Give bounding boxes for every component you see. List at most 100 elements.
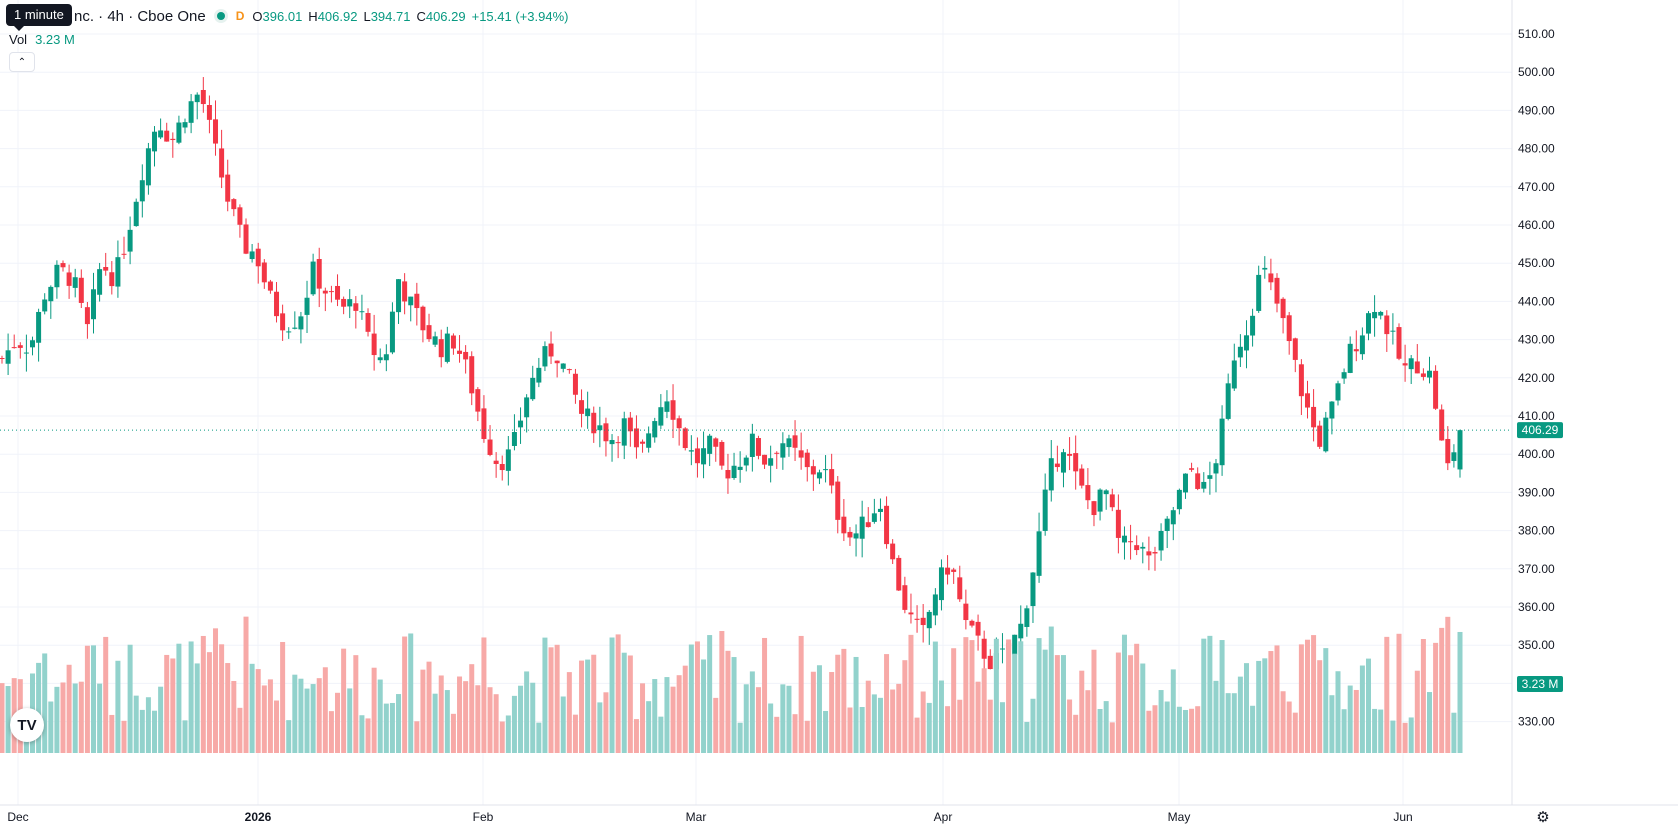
candle-down bbox=[493, 460, 499, 464]
volume-bar bbox=[84, 645, 90, 753]
candle-down bbox=[1396, 327, 1402, 359]
volume-bar bbox=[859, 707, 865, 753]
candle-down bbox=[66, 272, 72, 286]
tradingview-logo-icon[interactable]: TV bbox=[10, 708, 44, 742]
candle-up bbox=[1213, 463, 1219, 474]
volume-bar bbox=[1292, 712, 1298, 753]
candle-down bbox=[11, 347, 17, 349]
volume-bar bbox=[1286, 701, 1292, 753]
volume-bar bbox=[566, 672, 572, 753]
volume-bar bbox=[328, 711, 334, 753]
candle-up bbox=[1158, 530, 1164, 551]
volume-bar bbox=[1079, 670, 1085, 753]
market-status-icon[interactable] bbox=[213, 9, 228, 23]
candle-up bbox=[658, 407, 664, 426]
volume-bar bbox=[243, 616, 249, 753]
candle-up bbox=[530, 377, 536, 400]
candle-up bbox=[389, 311, 395, 353]
candle-down bbox=[341, 298, 347, 307]
candle-up bbox=[298, 316, 304, 330]
volume-bar bbox=[932, 641, 938, 753]
volume-bar bbox=[1243, 663, 1249, 753]
volume-bar bbox=[1347, 685, 1353, 753]
candle-up bbox=[621, 418, 627, 446]
volume-bar bbox=[42, 653, 48, 753]
candle-up bbox=[54, 264, 60, 288]
price-tick-label: 330.00 bbox=[1518, 715, 1555, 729]
candle-up bbox=[1018, 623, 1024, 639]
candle-down bbox=[1109, 494, 1115, 508]
candle-down bbox=[1311, 406, 1317, 428]
volume-bar bbox=[408, 633, 414, 753]
volume-bar bbox=[1067, 699, 1073, 753]
price-tick-label: 380.00 bbox=[1518, 524, 1555, 538]
candle-up bbox=[1060, 452, 1066, 473]
volume-bar bbox=[493, 694, 499, 753]
volume-bar bbox=[1457, 631, 1463, 753]
volume-bar bbox=[1426, 692, 1432, 753]
volume-bar bbox=[48, 701, 54, 753]
volume-bar bbox=[591, 654, 597, 753]
price-tick-label: 490.00 bbox=[1518, 103, 1555, 117]
volume-bar bbox=[487, 687, 493, 753]
volume-bar bbox=[213, 628, 219, 753]
candle-down bbox=[1091, 501, 1097, 516]
volume-bar bbox=[670, 686, 676, 753]
volume-bar bbox=[1298, 644, 1304, 753]
volume-bar bbox=[743, 684, 749, 753]
volume-bar bbox=[585, 659, 591, 753]
volume-bar bbox=[432, 693, 438, 753]
volume-bar bbox=[292, 674, 298, 753]
volume-bar bbox=[1201, 638, 1207, 753]
candle-down bbox=[231, 199, 237, 210]
time-tick-label: Apr bbox=[934, 810, 953, 824]
candle-down bbox=[1304, 393, 1310, 408]
candle-up bbox=[1121, 535, 1127, 543]
candle-down bbox=[255, 248, 261, 267]
volume-bar bbox=[158, 686, 164, 753]
candle-up bbox=[926, 611, 932, 629]
volume-bar bbox=[511, 695, 517, 753]
candle-down bbox=[200, 89, 206, 105]
time-tick-label: 2026 bbox=[245, 810, 272, 824]
chevron-up-icon[interactable]: ⌃ bbox=[9, 52, 35, 72]
interval-badge: D bbox=[235, 9, 245, 23]
volume-bar bbox=[694, 641, 700, 753]
price-tick-label: 400.00 bbox=[1518, 447, 1555, 461]
candle-down bbox=[261, 262, 267, 283]
volume-bar bbox=[701, 659, 707, 753]
volume-bar bbox=[5, 686, 11, 753]
volume-bar bbox=[731, 657, 737, 753]
volume-bar bbox=[1237, 676, 1243, 753]
symbol-title[interactable]: nc. · 4h · Cboe One bbox=[74, 7, 206, 25]
volume-bar bbox=[615, 634, 621, 753]
candle-up bbox=[1048, 458, 1054, 491]
volume-bar bbox=[1152, 705, 1158, 753]
volume-bar bbox=[560, 696, 566, 753]
volume-bar bbox=[640, 683, 646, 753]
volume-bar bbox=[816, 665, 822, 753]
volume-legend[interactable]: Vol 3.23 M bbox=[9, 32, 75, 47]
volume-bar bbox=[1274, 645, 1280, 753]
volume-bar bbox=[1439, 627, 1445, 753]
volume-bar bbox=[1158, 690, 1164, 753]
gear-icon[interactable]: ⚙ bbox=[1536, 809, 1550, 826]
volume-bar bbox=[1378, 709, 1384, 753]
volume-bar bbox=[713, 697, 719, 753]
candle-up bbox=[145, 148, 151, 186]
volume-bar bbox=[0, 683, 5, 753]
candle-down bbox=[835, 481, 841, 520]
candle-up bbox=[249, 251, 255, 260]
candle-up bbox=[1323, 417, 1329, 452]
candle-up bbox=[188, 101, 194, 123]
volume-bar bbox=[603, 692, 609, 753]
candle-up bbox=[786, 438, 792, 448]
volume-bar bbox=[377, 679, 383, 753]
candle-up bbox=[1390, 330, 1396, 332]
volume-bar bbox=[975, 681, 981, 753]
volume-bar bbox=[359, 715, 365, 753]
volume-bar bbox=[475, 685, 481, 753]
volume-bar bbox=[1433, 642, 1439, 753]
volume-bar bbox=[103, 636, 109, 753]
